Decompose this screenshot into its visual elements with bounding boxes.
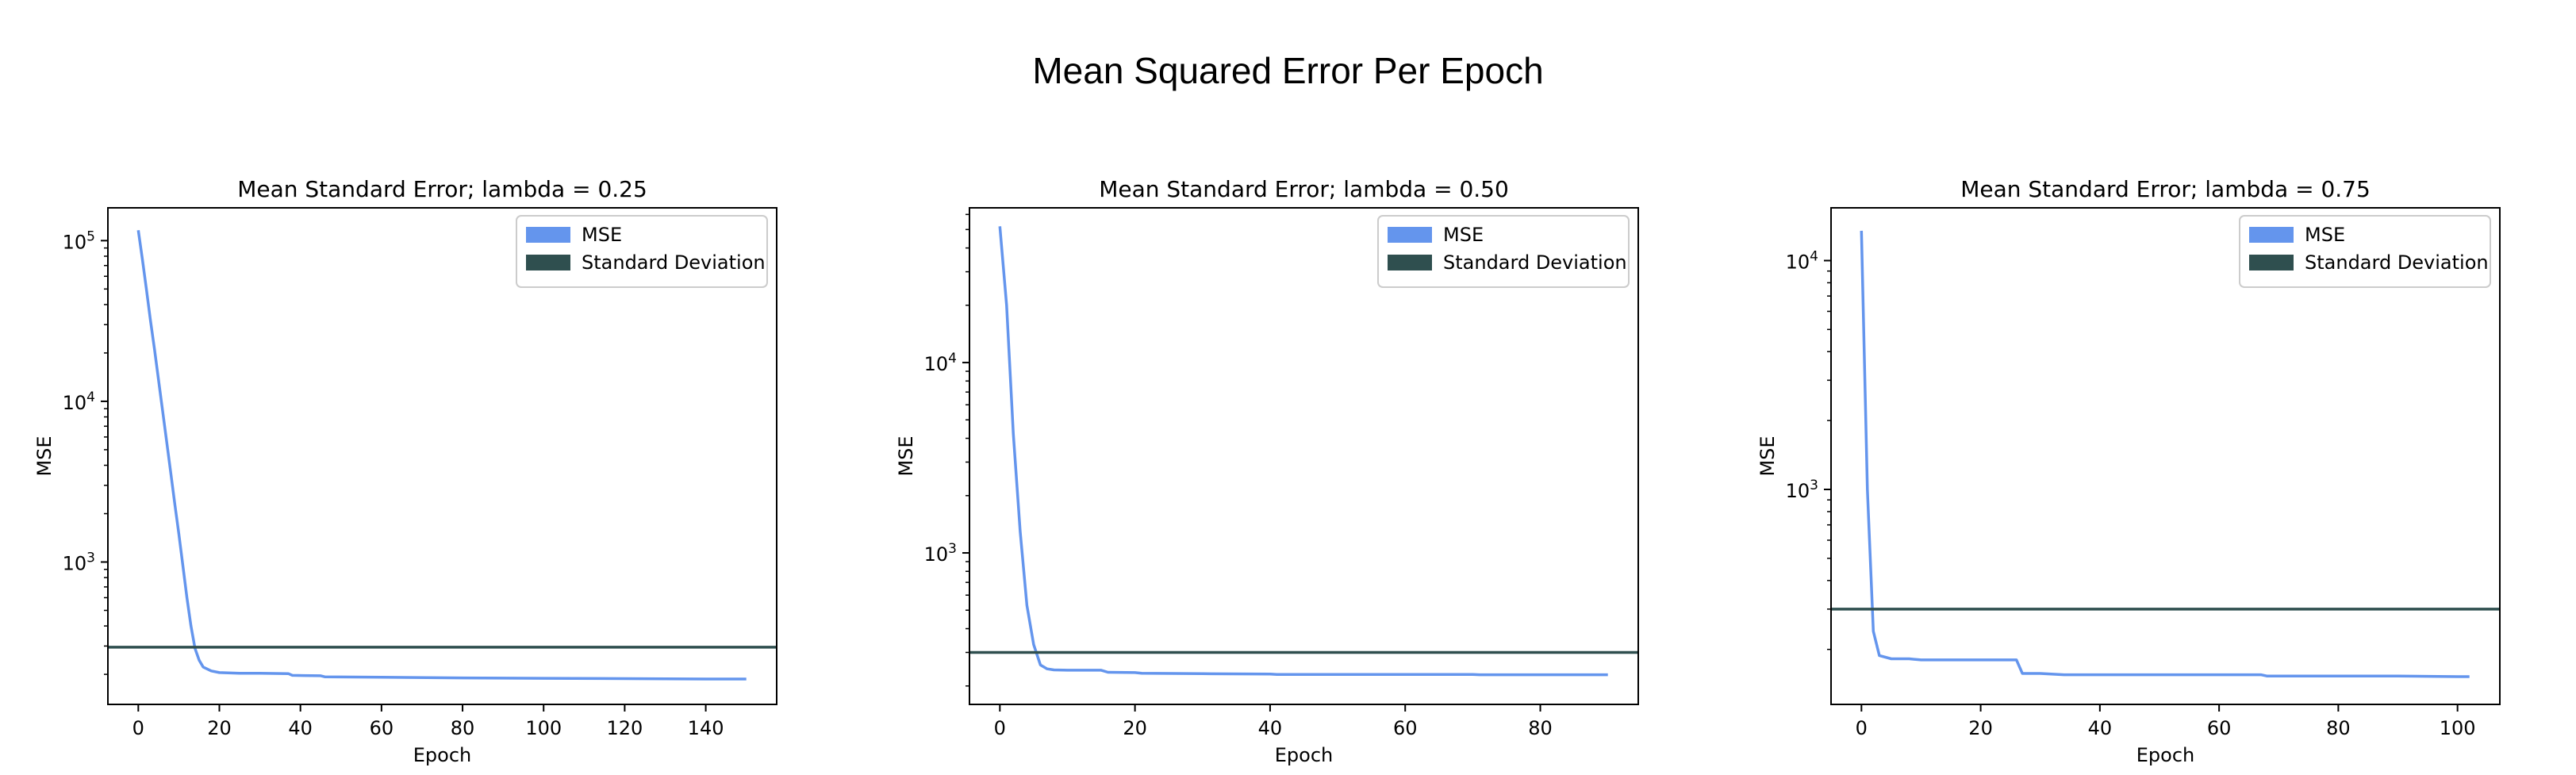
x-tick-label: 20 [207,717,232,739]
y-tick-label: 103 [63,551,95,575]
y-axis-label: MSE [1756,435,1779,476]
legend-swatch-std [2249,255,2294,270]
y-tick-label: 104 [924,351,957,375]
x-tick-label: 20 [1123,717,1147,739]
legend-swatch-mse [2249,227,2294,243]
legend-label-std: Standard Deviation [582,251,766,274]
y-tick-label: 103 [1786,478,1818,502]
x-tick-label: 60 [1393,717,1418,739]
legend-swatch-std [526,255,570,270]
chart-panel-2: Mean Standard Error; lambda = 0.50 0 20 40 6… [895,176,1639,766]
legend-swatch-mse [1388,227,1432,243]
x-axis-label: Epoch [413,744,472,766]
legend-box [516,215,768,288]
x-tick-label: 80 [451,717,475,739]
axes-frame [107,207,777,705]
x-tick-label: 0 [1856,717,1868,739]
x-tick-label: 100 [2440,717,2476,739]
chart-title: Mean Standard Error; lambda = 0.50 [1099,176,1509,202]
y-tick-label: 103 [924,541,957,566]
mse-series-line [998,226,1608,677]
axes-frame [969,207,1639,705]
legend-label-std: Standard Deviation [2305,251,2489,274]
y-tick-label: 105 [63,228,95,253]
y-tick-label: 104 [1786,248,1818,273]
x-tick-label: 60 [370,717,394,739]
axes-frame [1830,207,2501,705]
x-tick-label: 80 [2326,717,2351,739]
chart-title: Mean Standard Error; lambda = 0.75 [1960,176,2371,202]
x-axis-label: Epoch [1275,744,1334,766]
x-tick-label: 20 [1968,717,1993,739]
x-tick-label: 140 [688,717,724,739]
y-axis-label: MSE [33,435,56,476]
x-tick-label: 100 [525,717,562,739]
x-tick-label: 40 [2088,717,2113,739]
figure-title: Mean Squared Error Per Epoch [1032,50,1544,91]
legend-swatch-mse [526,227,570,243]
legend-label-mse: MSE [1443,224,1484,246]
x-axis-label: Epoch [2136,744,2195,766]
x-tick-label: 40 [1258,717,1283,739]
mse-series-line [136,230,747,681]
chart-title: Mean Standard Error; lambda = 0.25 [237,176,647,202]
legend-label-mse: MSE [2305,224,2345,246]
x-tick-label: 120 [607,717,643,739]
x-tick-label: 40 [288,717,313,739]
mse-series-line [1860,230,2470,678]
chart-panel-1: Mean Standard Error; lambda = 0.25 0 20 40 6… [33,176,777,766]
legend-label-std: Standard Deviation [1443,251,1627,274]
x-tick-label: 60 [2207,717,2232,739]
legend-box [1377,215,1630,288]
legend-swatch-std [1388,255,1432,270]
y-axis-label: MSE [895,435,917,476]
chart-panel-3: Mean Standard Error; lambda = 0.75 0 20 40 6… [1756,176,2501,766]
y-tick-label: 104 [63,389,95,414]
legend-label-mse: MSE [582,224,622,246]
x-tick-label: 0 [132,717,144,739]
x-tick-label: 0 [994,717,1006,739]
legend-box [2239,215,2491,288]
x-tick-label: 80 [1528,717,1553,739]
